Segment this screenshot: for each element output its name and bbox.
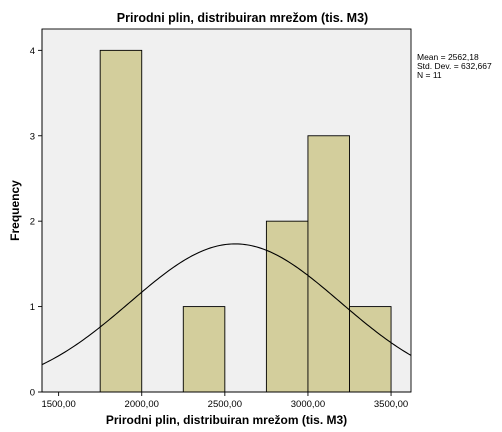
x-tick-label: 2000,00 (125, 399, 159, 410)
x-tick-label: 3500,00 (374, 399, 408, 410)
chart-title: Prirodni plin, distribuiran mrežom (tis.… (117, 11, 368, 25)
y-tick-label: 0 (30, 388, 35, 399)
stat-n: N = 11 (417, 70, 442, 80)
bars-layer (99, 49, 392, 393)
axes-layer: 1500,00 2000,00 2500,00 3000,00 3500,00 0 1 2 3 4 (30, 29, 411, 410)
y-tick-label: 4 (30, 46, 35, 57)
y-tick-label: 3 (30, 131, 35, 142)
y-axis-title: Frequency (8, 180, 22, 241)
normal-curve (41, 243, 412, 366)
x-tick-label: 2500,00 (208, 399, 242, 410)
histogram-bar-1 (99, 49, 143, 393)
y-tick-label: 2 (30, 217, 35, 228)
histogram-bar-4 (307, 135, 350, 393)
histogram-bar-2 (182, 306, 226, 393)
stat-mean: Mean = 2562,18 (417, 52, 479, 62)
x-axis-title: Prirodni plin, distribuiran mrežom (tis.… (106, 413, 347, 427)
stats-box: Mean = 2562,18 Std. Dev. = 632,667 N = 1… (417, 52, 492, 80)
y-tick-label: 1 (30, 302, 35, 313)
stat-std-dev: Std. Dev. = 632,667 (417, 61, 492, 71)
histogram-bar-3 (265, 220, 309, 393)
x-tick-label: 3000,00 (291, 399, 325, 410)
histogram-bar-5 (349, 306, 392, 393)
x-tick-label: 1500,00 (41, 399, 75, 410)
